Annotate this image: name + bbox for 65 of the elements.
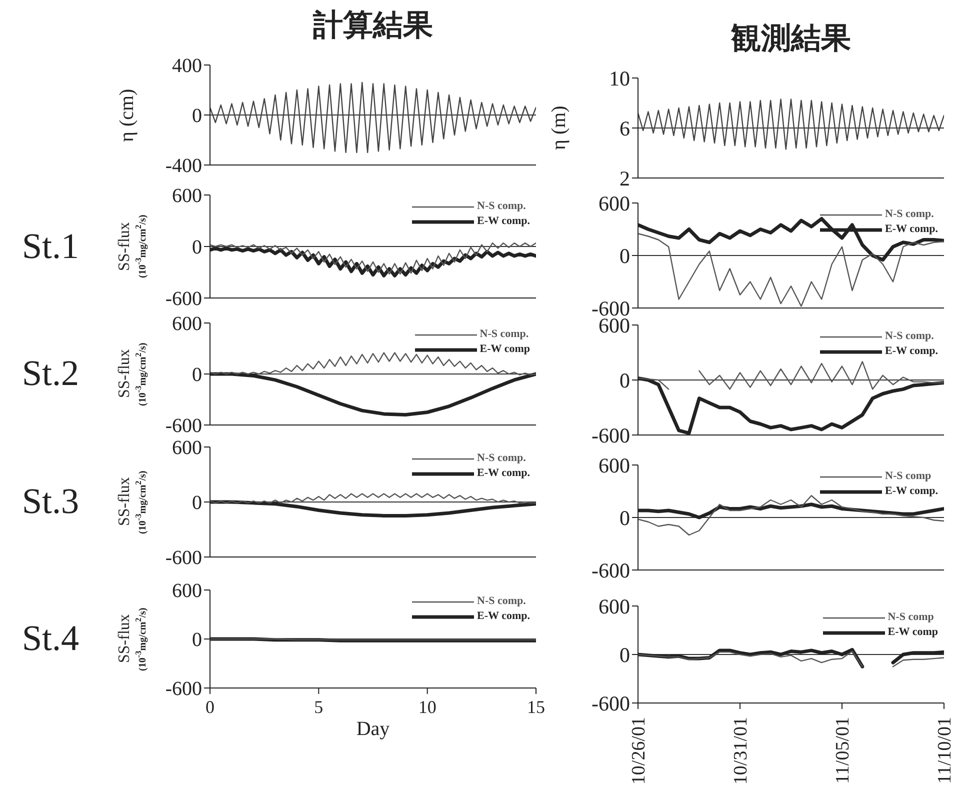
text: N-S comp.: [885, 329, 934, 344]
y-tick-label: 400: [172, 55, 202, 78]
y-tick-label: 0: [620, 642, 630, 667]
line-series: [638, 98, 944, 150]
y-tick-label: -600: [165, 547, 202, 570]
x-tick-label: 5: [314, 696, 324, 717]
text: N-S comp.: [885, 207, 934, 222]
series-label: E-W comp: [480, 342, 530, 357]
text: St.4: [22, 617, 80, 659]
x-axis-title: Day: [355, 718, 391, 741]
y-tick-label: 6: [620, 116, 630, 140]
y-tick-label: 0: [620, 368, 630, 392]
text: N-S comp.: [477, 594, 526, 609]
y-tick-label: -600: [592, 423, 630, 448]
y-tick-label: 10: [609, 66, 630, 90]
y-tick-label: 0: [192, 364, 202, 386]
x-tick-label: 15: [527, 696, 545, 717]
text: N-S comp.: [480, 327, 529, 342]
y-tick-label: -600: [165, 288, 202, 310]
y-tick-label: 2: [620, 166, 630, 190]
text: St.1: [22, 224, 80, 266]
y-tick-label: 600: [172, 313, 202, 336]
y-tick-label: -600: [592, 558, 630, 582]
x-tick-label: 10: [418, 696, 436, 717]
line-series: [210, 493, 536, 504]
y-tick-label: -400: [165, 155, 202, 178]
y-tick-label: -600: [165, 415, 202, 438]
series-label: E-W comp: [888, 625, 938, 640]
y-tick-label: 0: [192, 492, 202, 514]
y-tick-label: 600: [172, 580, 202, 602]
y-tick-label: 0: [192, 236, 202, 259]
text: E-W comp.: [885, 344, 938, 359]
y-axis-title: η (m): [548, 104, 571, 152]
y-axis-title: η (cm): [116, 87, 139, 144]
text: N-S comp: [888, 610, 934, 625]
x-tick-label: 10/31/01: [730, 717, 752, 785]
chart-title: 計算結果: [312, 7, 434, 45]
y-tick-label: 0: [620, 244, 630, 268]
y-tick-label: 600: [598, 191, 630, 216]
y-tick-label: 0: [192, 629, 202, 652]
text: E-W comp.: [477, 466, 530, 481]
x-tick-label: 10/26/01: [628, 717, 650, 785]
text: St.2: [22, 352, 80, 394]
line-series: [210, 82, 536, 154]
series-label: E-W comp.: [885, 222, 938, 237]
y-tick-label: 600: [172, 185, 202, 208]
y-tick-label: 600: [598, 453, 630, 478]
text: St.3: [22, 480, 80, 522]
text: E-W comp.: [477, 214, 530, 229]
x-tick-label: 0: [206, 696, 214, 717]
text: N-S comp.: [477, 451, 526, 466]
series-label: E-W comp.: [885, 484, 938, 499]
series-label: E-W comp.: [477, 609, 530, 624]
x-tick-label: 11/05/01: [832, 717, 854, 784]
y-tick-label: 600: [598, 594, 630, 618]
y-tick-label: 0: [192, 105, 202, 128]
text: N-S comp.: [477, 199, 526, 214]
y-tick-label: -600: [592, 691, 630, 716]
y-tick-label: 0: [620, 506, 630, 530]
y-tick-label: -600: [165, 678, 202, 700]
line-series: [638, 495, 944, 536]
chart-title: 観測結果: [730, 20, 852, 58]
text: N-S comp: [885, 469, 932, 484]
y-tick-label: 600: [172, 437, 202, 460]
x-tick-label: 11/10/01: [934, 717, 956, 784]
